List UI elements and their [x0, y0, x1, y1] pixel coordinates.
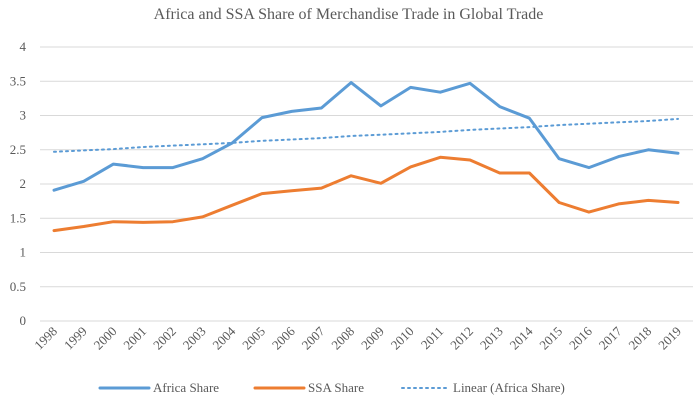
y-tick-label: 0.5 — [10, 279, 26, 294]
x-tick-label: 1998 — [31, 324, 60, 353]
series-line-africa-share — [52, 81, 680, 192]
legend-item: SSA Share — [253, 380, 364, 395]
y-tick-label: 2 — [20, 176, 27, 191]
x-tick-label: 2011 — [418, 324, 447, 353]
gridlines — [40, 46, 693, 322]
x-tick-label: 2005 — [239, 324, 268, 353]
x-tick-label: 2016 — [566, 323, 595, 352]
y-tick-label: 2.5 — [10, 142, 26, 157]
x-tick-label: 2006 — [269, 323, 298, 352]
x-tick-label: 2019 — [655, 324, 684, 353]
legend-item: Africa Share — [98, 380, 219, 395]
y-tick-label: 1.5 — [10, 210, 26, 225]
y-tick-label: 0 — [20, 313, 27, 328]
series-line-linear-africa-share — [53, 117, 679, 153]
y-tick-label: 4 — [20, 39, 27, 54]
x-tick-label: 1999 — [61, 324, 90, 353]
x-tick-label: 2014 — [507, 323, 536, 352]
legend-label: SSA Share — [308, 380, 364, 395]
x-tick-label: 2000 — [91, 324, 120, 353]
y-tick-label: 3.5 — [10, 73, 26, 88]
y-tick-label: 3 — [20, 108, 27, 123]
x-axis-ticks: 1998 1999 2000 2001 2002 2003 2004 2005 2006 2007… — [31, 323, 684, 352]
x-tick-label: 2004 — [209, 323, 238, 352]
x-tick-label: 2008 — [328, 324, 357, 353]
x-tick-label: 2007 — [299, 323, 328, 352]
x-tick-label: 2001 — [120, 324, 149, 353]
y-tick-label: 1 — [20, 245, 27, 260]
series-line-ssa-share — [52, 155, 680, 233]
x-tick-label: 2018 — [625, 324, 654, 353]
x-tick-label: 2009 — [358, 324, 387, 353]
x-tick-label: 2010 — [388, 324, 417, 353]
legend-item: Linear (Africa Share) — [401, 380, 565, 395]
chart-title: Africa and SSA Share of Merchandise Trad… — [153, 6, 544, 23]
legend: Africa Share SSA Share Linear (Africa Shar… — [98, 380, 565, 395]
x-tick-label: 2003 — [180, 324, 209, 353]
y-axis-ticks: 0 0.5 1 1.5 2 2.5 3 3.5 4 — [10, 39, 27, 328]
x-tick-label: 2002 — [150, 324, 179, 353]
x-tick-label: 2015 — [536, 324, 565, 353]
legend-label: Linear (Africa Share) — [453, 380, 565, 395]
x-tick-label: 2013 — [477, 324, 506, 353]
x-tick-label: 2012 — [447, 324, 476, 353]
x-tick-label: 2017 — [596, 323, 625, 352]
legend-label: Africa Share — [153, 380, 219, 395]
series-lines — [52, 81, 680, 233]
